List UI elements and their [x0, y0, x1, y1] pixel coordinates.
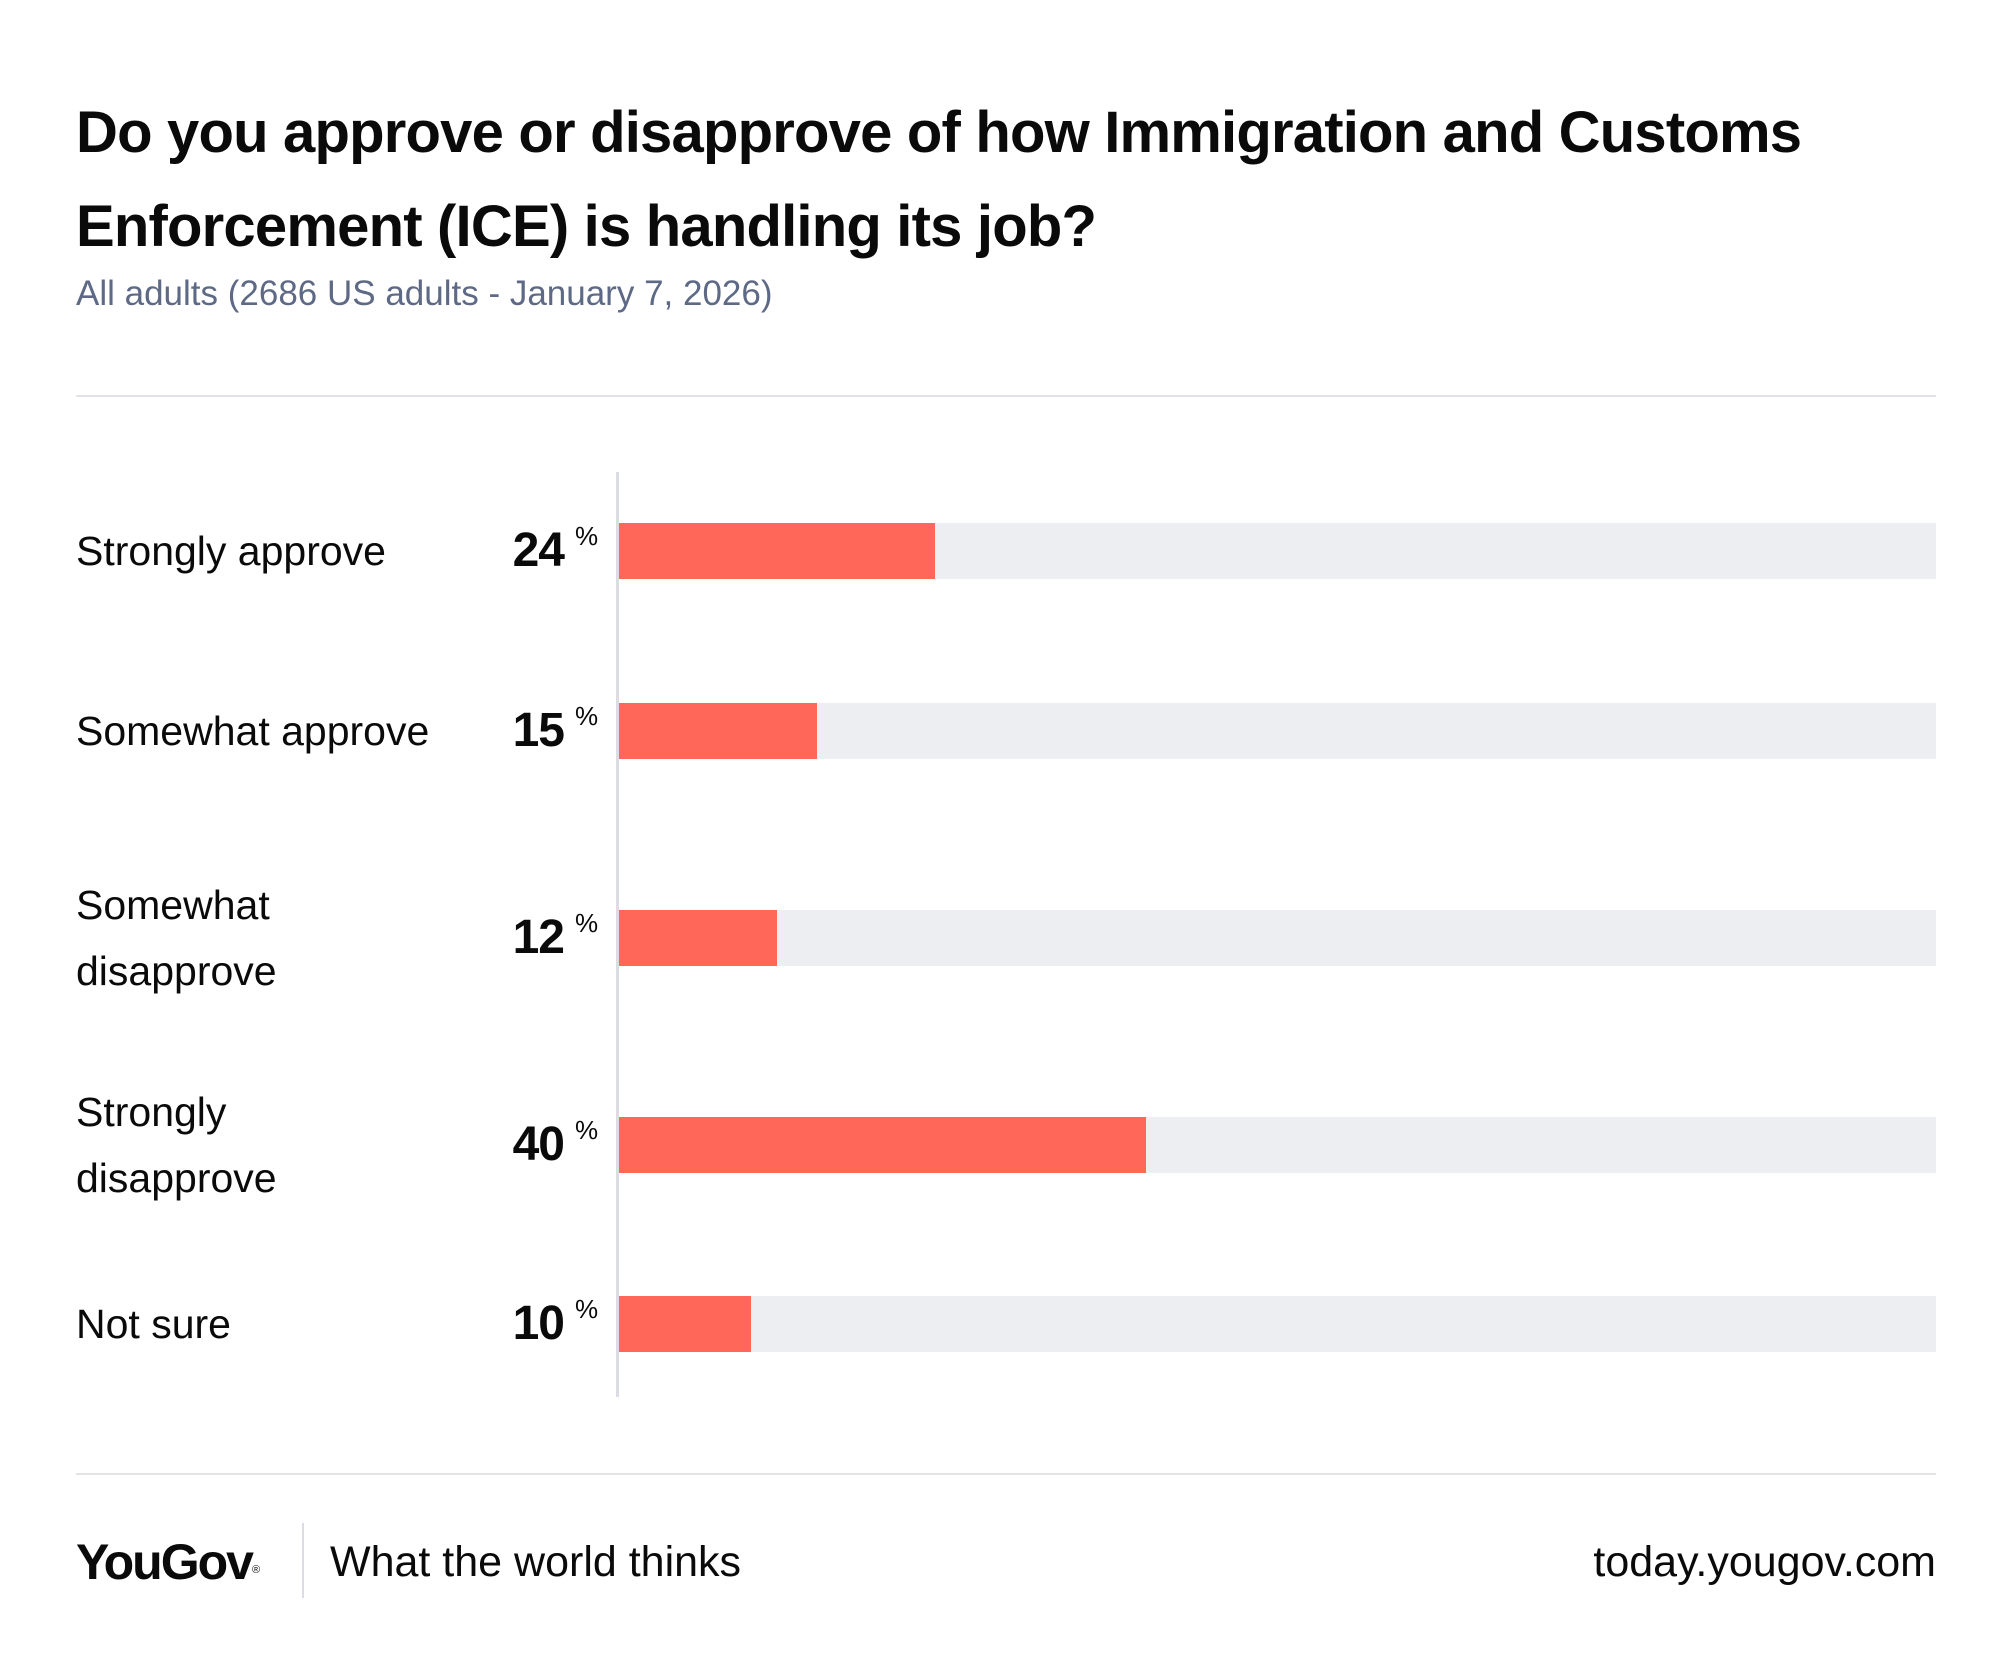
yougov-logo-text: YouGov [76, 1534, 254, 1590]
value-label: 12 [512, 911, 565, 964]
bar-row: Not sure 10% [0, 1294, 2000, 1352]
bar [619, 910, 777, 966]
bar-track [619, 1296, 1936, 1352]
bar-row: Strongly disapprove 40% [0, 1089, 2000, 1201]
bar-track [619, 703, 1936, 759]
bar [619, 703, 817, 759]
percent-sign: % [575, 908, 599, 938]
bar-row: Somewhat approve 15% [0, 701, 2000, 759]
bar-track [619, 1117, 1936, 1173]
bottom-divider [76, 1473, 1936, 1475]
footer-url-link[interactable]: today.yougov.com [1593, 1538, 1936, 1586]
footer-tagline: What the world thinks [330, 1538, 742, 1586]
bar-row: Somewhat disapprove 12% [0, 882, 2000, 994]
yougov-logo[interactable]: YouGov® [76, 1527, 260, 1597]
percent-sign: % [575, 1115, 599, 1145]
bar-track [619, 523, 1936, 579]
chart-title: Do you approve or disapprove of how Immi… [76, 100, 1802, 259]
value-label: 10 [512, 1297, 565, 1350]
value-label: 40 [512, 1118, 565, 1171]
category-label: Not sure [76, 1301, 231, 1347]
category-label: Strongly approve [76, 528, 386, 574]
bar [619, 1117, 1146, 1173]
category-label: Somewhat disapprove [76, 882, 277, 994]
percent-sign: % [575, 701, 599, 731]
bar [619, 1296, 751, 1352]
registered-mark: ® [251, 1564, 261, 1576]
bar-track [619, 910, 1936, 966]
category-label: Strongly disapprove [76, 1089, 277, 1201]
bar-row: Strongly approve 24% [0, 521, 2000, 579]
category-label: Somewhat approve [76, 708, 430, 754]
chart-subtitle: All adults (2686 US adults - January 7, … [76, 274, 773, 313]
value-label: 24 [512, 524, 565, 577]
footer-divider [302, 1523, 304, 1598]
top-divider [76, 395, 1936, 397]
percent-sign: % [575, 1294, 599, 1324]
bar [619, 523, 935, 579]
chart-axis-line [616, 472, 619, 1397]
percent-sign: % [575, 521, 599, 551]
value-label: 15 [512, 704, 565, 757]
